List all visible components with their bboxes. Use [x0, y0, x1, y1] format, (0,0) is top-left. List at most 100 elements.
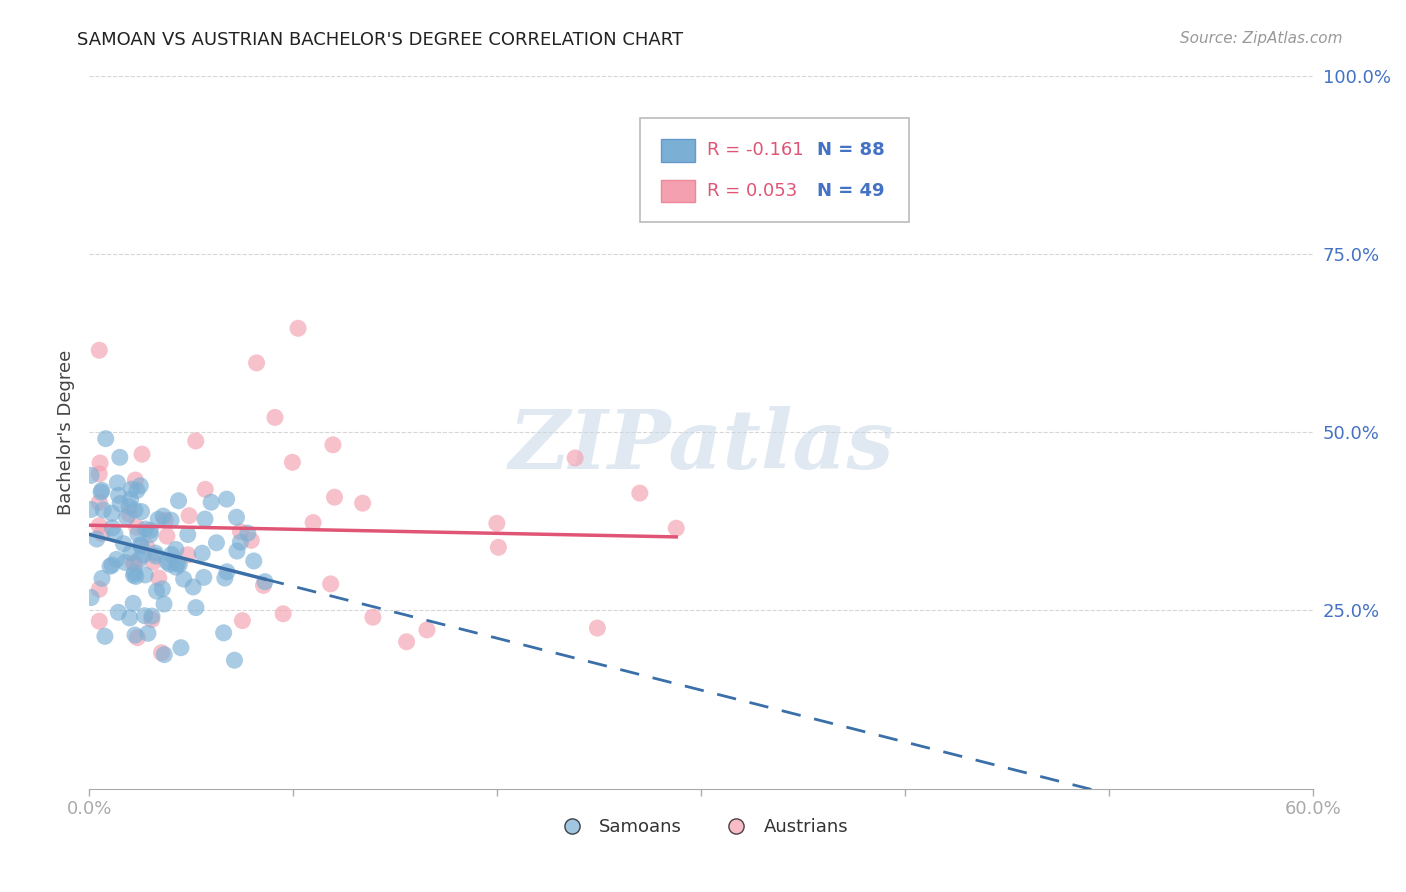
Point — [129, 539, 152, 553]
Point — [205, 535, 228, 549]
Point — [124, 473, 146, 487]
Point — [322, 438, 344, 452]
Point — [89, 467, 111, 481]
Point — [134, 568, 156, 582]
Point — [101, 558, 124, 572]
Point — [264, 410, 287, 425]
Text: N = 49: N = 49 — [817, 182, 884, 200]
Point — [105, 552, 128, 566]
Point — [153, 597, 176, 611]
Point — [139, 524, 162, 538]
Point — [120, 546, 142, 560]
Point — [240, 533, 263, 548]
Point — [212, 625, 235, 640]
Point — [105, 475, 128, 490]
Point — [118, 500, 141, 514]
Point — [141, 609, 163, 624]
Point — [90, 483, 112, 498]
Point — [156, 529, 179, 543]
Point — [194, 483, 217, 497]
Point — [107, 605, 129, 619]
Point — [132, 548, 155, 562]
Point — [150, 582, 173, 596]
Point — [586, 621, 609, 635]
Point — [181, 580, 204, 594]
Point — [94, 432, 117, 446]
Point — [150, 646, 173, 660]
Point — [89, 614, 111, 628]
Point — [80, 502, 103, 516]
Point — [91, 503, 114, 517]
Point — [134, 522, 156, 536]
Point — [224, 653, 246, 667]
Point — [184, 434, 207, 448]
Point — [166, 556, 188, 570]
Point — [139, 527, 162, 541]
Point — [124, 557, 146, 571]
Point — [118, 611, 141, 625]
Point — [152, 509, 174, 524]
Text: N = 88: N = 88 — [817, 142, 886, 160]
Y-axis label: Bachelor's Degree: Bachelor's Degree — [58, 350, 75, 515]
Point — [323, 490, 346, 504]
Point — [225, 510, 247, 524]
Point — [145, 546, 167, 560]
Point — [124, 503, 146, 517]
Point — [184, 600, 207, 615]
Point — [236, 526, 259, 541]
Point — [167, 558, 190, 572]
Point — [101, 506, 124, 520]
Point — [122, 596, 145, 610]
Point — [215, 492, 238, 507]
Point — [665, 521, 688, 535]
Point — [153, 648, 176, 662]
Point — [628, 486, 651, 500]
Point — [122, 556, 145, 570]
Point — [86, 532, 108, 546]
Point — [287, 321, 309, 335]
Point — [165, 560, 187, 574]
Point — [129, 479, 152, 493]
Legend: Samoans, Austrians: Samoans, Austrians — [547, 811, 855, 844]
Point — [145, 584, 167, 599]
Point — [146, 512, 169, 526]
Text: SAMOAN VS AUSTRIAN BACHELOR'S DEGREE CORRELATION CHART: SAMOAN VS AUSTRIAN BACHELOR'S DEGREE COR… — [77, 31, 683, 49]
Point — [214, 571, 236, 585]
Point — [485, 516, 508, 531]
Point — [281, 455, 304, 469]
Point — [156, 555, 179, 569]
Point — [352, 496, 374, 510]
Point — [145, 549, 167, 563]
Point — [98, 559, 121, 574]
Point — [127, 631, 149, 645]
Point — [141, 613, 163, 627]
Point — [125, 569, 148, 583]
Point — [136, 540, 159, 554]
Text: R = 0.053: R = 0.053 — [707, 182, 797, 200]
Point — [127, 526, 149, 541]
Point — [302, 516, 325, 530]
Text: Source: ZipAtlas.com: Source: ZipAtlas.com — [1180, 31, 1343, 46]
Point — [416, 623, 439, 637]
FancyBboxPatch shape — [640, 119, 910, 222]
Point — [134, 608, 156, 623]
Point — [226, 544, 249, 558]
Point — [89, 495, 111, 509]
Point — [89, 456, 111, 470]
Point — [125, 483, 148, 498]
Point — [108, 450, 131, 465]
Point — [319, 577, 342, 591]
Point — [245, 356, 267, 370]
Point — [361, 610, 384, 624]
Point — [176, 548, 198, 562]
Point — [194, 512, 217, 526]
Point — [160, 548, 183, 562]
Point — [167, 493, 190, 508]
Point — [124, 628, 146, 642]
Point — [193, 570, 215, 584]
Point — [136, 626, 159, 640]
Point — [253, 574, 276, 589]
Point — [124, 566, 146, 580]
Point — [395, 634, 418, 648]
Point — [112, 537, 135, 551]
